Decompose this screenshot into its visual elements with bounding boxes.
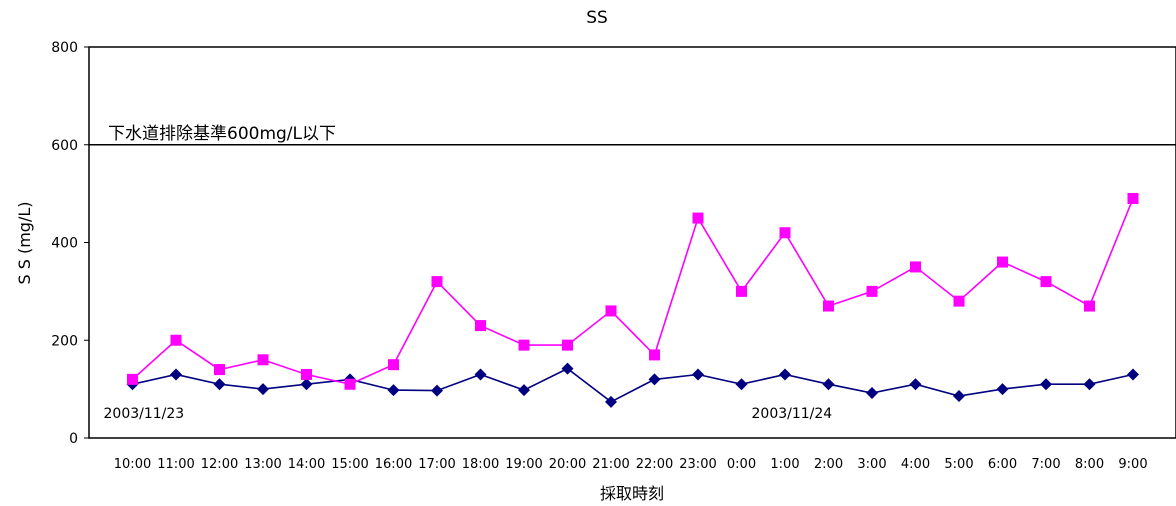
data-point — [387, 384, 400, 397]
data-point — [475, 320, 486, 332]
x-tick-label: 17:00 — [418, 457, 455, 472]
x-tick-label: 20:00 — [549, 457, 586, 472]
plot-area — [88, 46, 1176, 439]
data-point — [1127, 368, 1139, 381]
data-point — [866, 387, 878, 400]
data-point — [127, 373, 138, 385]
data-point — [1083, 378, 1096, 391]
x-tick-label: 18:00 — [462, 457, 499, 472]
data-point — [474, 368, 487, 381]
data-point — [692, 368, 704, 381]
y-tick-label: 200 — [51, 333, 78, 349]
data-point — [996, 383, 1009, 396]
data-point — [866, 285, 878, 297]
data-point — [431, 276, 443, 288]
data-point — [735, 378, 748, 391]
data-point — [301, 368, 312, 380]
data-point — [214, 364, 225, 376]
data-point — [518, 339, 530, 351]
data-point — [953, 295, 965, 307]
data-point — [518, 384, 530, 397]
x-tick-label: 13:00 — [244, 457, 281, 472]
x-tick-label: 6:00 — [988, 457, 1017, 472]
data-point — [909, 378, 922, 391]
x-tick-label: 0:00 — [727, 457, 756, 472]
x-tick-label: 22:00 — [636, 457, 673, 472]
data-point — [779, 368, 791, 381]
series-line-2 — [131, 198, 1134, 386]
data-point — [605, 395, 617, 408]
data-point — [170, 334, 182, 346]
data-point — [170, 368, 182, 381]
x-tick-label: 11:00 — [157, 457, 194, 472]
data-point — [561, 362, 574, 375]
x-tick-label: 10:00 — [114, 457, 151, 472]
data-point — [1127, 193, 1139, 205]
x-tick-label: 3:00 — [857, 457, 886, 472]
data-point — [910, 261, 921, 273]
x-tick-label: 14:00 — [288, 457, 325, 472]
x-tick-label: 5:00 — [944, 457, 973, 472]
data-point — [997, 256, 1008, 268]
data-point — [1040, 378, 1052, 391]
chart-title: SS — [586, 8, 608, 28]
data-point — [562, 339, 573, 351]
data-point — [1040, 276, 1052, 288]
data-point — [1084, 300, 1095, 312]
y-tick-label: 400 — [51, 236, 78, 252]
data-point — [953, 389, 965, 402]
date-annotation: 2003/11/24 — [752, 406, 833, 422]
x-tick-label: 1:00 — [770, 457, 799, 472]
data-point — [649, 349, 660, 361]
x-axis-title: 採取時刻 — [600, 484, 664, 503]
x-tick-label: 7:00 — [1031, 457, 1060, 472]
x-tick-label: 8:00 — [1075, 457, 1104, 472]
x-tick-label: 23:00 — [679, 457, 716, 472]
data-point — [692, 212, 704, 224]
x-tick-label: 19:00 — [505, 457, 542, 472]
data-point — [213, 378, 226, 391]
y-axis-title: S S (mg/L) — [15, 201, 34, 284]
data-point — [388, 359, 399, 371]
data-point — [431, 384, 443, 397]
x-tick-label: 4:00 — [901, 457, 930, 472]
x-tick-label: 15:00 — [331, 457, 368, 472]
x-tick-label: 21:00 — [592, 457, 629, 472]
x-tick-label: 16:00 — [375, 457, 412, 472]
data-point — [300, 378, 313, 391]
data-point — [822, 378, 835, 391]
data-point — [779, 227, 791, 239]
x-tick-label: 9:00 — [1118, 457, 1147, 472]
reference-line-label: 下水道排除基準600mg/L以下 — [108, 124, 336, 144]
data-point — [736, 285, 747, 297]
data-point — [257, 354, 269, 366]
data-point — [648, 373, 661, 386]
date-annotation: 2003/11/23 — [104, 406, 185, 422]
data-point — [344, 378, 356, 390]
series-line-1 — [132, 367, 1134, 403]
y-tick-label: 600 — [51, 138, 78, 154]
y-tick-label: 0 — [69, 431, 78, 447]
x-tick-label: 12:00 — [201, 457, 238, 472]
x-tick-label: 2:00 — [814, 457, 843, 472]
data-point — [823, 300, 834, 312]
y-tick-label: 800 — [51, 40, 78, 56]
data-point — [257, 383, 269, 396]
data-point — [605, 305, 617, 317]
